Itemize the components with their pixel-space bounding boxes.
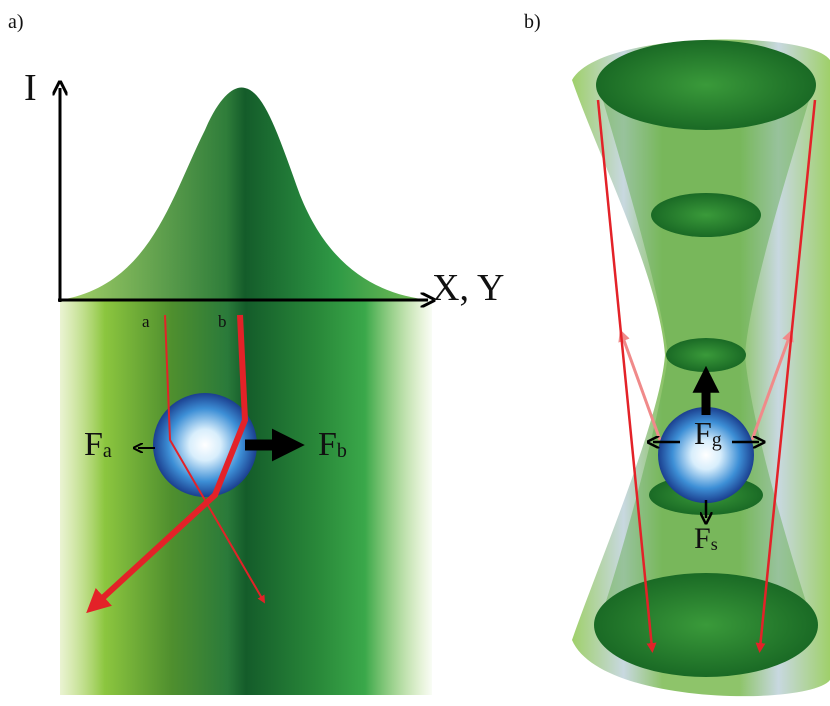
panel-label: a) [8,11,24,33]
ray-label: a [142,312,150,331]
cross-section [666,338,746,372]
axis-label-x: X, Y [432,267,504,309]
panel-label: b) [524,11,541,33]
cross-section [594,573,818,677]
axis-label-y: I [24,67,37,109]
gaussian-profile [60,87,430,300]
figure: a) I X, Y a b Fa Fb b) Fg Fs [0,0,830,706]
ray-label: b [218,312,227,331]
cross-section [651,193,761,237]
scattered-ray [622,335,660,440]
beam [60,300,432,695]
cross-section [596,40,816,130]
